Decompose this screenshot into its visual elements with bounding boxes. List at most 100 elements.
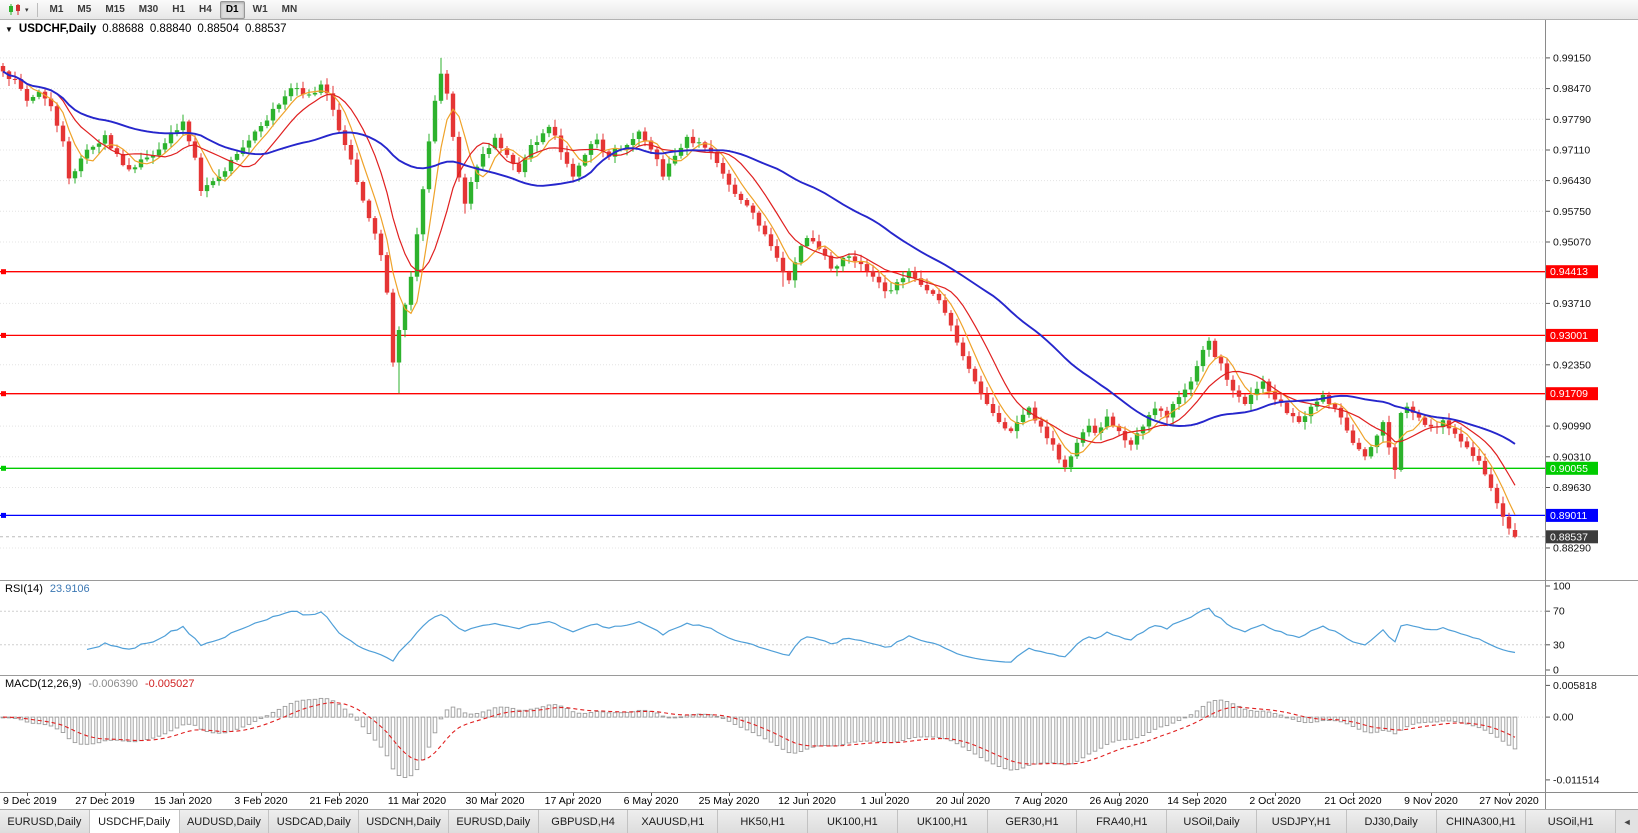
current-price-badge	[1546, 530, 1598, 544]
tab-audusd-daily[interactable]: AUDUSD,Daily	[179, 810, 270, 833]
date-tick	[729, 793, 730, 796]
date-tick	[183, 793, 184, 796]
macd-panel-canvas[interactable]: 0.005818 0.00 -0.011514	[0, 675, 1638, 792]
level-price-badge	[1546, 387, 1598, 401]
rsi-name: RSI(14)	[5, 583, 43, 595]
tab-gbpusd-h4[interactable]: GBPUSD,H4	[538, 810, 629, 833]
chart-symbol-label: USDCHF,Daily	[18, 23, 97, 35]
date-tick	[1197, 793, 1198, 796]
timeframe-button-h1[interactable]: H1	[172, 4, 186, 15]
tab-fra40-h1[interactable]: FRA40,H1	[1077, 810, 1168, 833]
level-price-badge-label: 0.94413	[1550, 266, 1588, 278]
level-price-badge-label: 0.89011	[1550, 510, 1587, 522]
price-tick-label: 0.98470	[1553, 83, 1591, 95]
macd-main-value: -0.006390	[88, 678, 138, 690]
tab-uk100-h1[interactable]: UK100,H1	[808, 810, 898, 833]
resistance-line-handle[interactable]	[1, 332, 6, 338]
toolbar: ▾ M1 M5 M15 M30 H1 H4 D1 W1 MN	[0, 0, 1638, 20]
tab-usoil-h1[interactable]: USOil,H1	[1526, 810, 1617, 833]
tab-hk50-h1[interactable]: HK50,H1	[718, 810, 809, 833]
moving-average-10	[2, 70, 1516, 486]
tab-usdjpy-h1[interactable]: USDJPY,H1	[1256, 810, 1347, 833]
tab-eurusd-daily[interactable]: EURUSD,Daily	[448, 810, 539, 833]
macd-signal-line	[2, 702, 1516, 765]
support-line-handle[interactable]	[1, 465, 6, 471]
price-tick-label: 0.88290	[1553, 543, 1591, 555]
date-label: 3 Feb 2020	[234, 795, 288, 807]
price-tick-label: 0.93710	[1553, 298, 1591, 310]
macd-tick-label: -0.011514	[1553, 774, 1600, 786]
candlestick-chart-icon	[9, 4, 20, 15]
chevron-down-icon: ▾	[25, 6, 29, 14]
support-line-handle[interactable]	[1, 512, 6, 518]
tab-usdchf-daily[interactable]: USDCHF,Daily	[89, 810, 180, 833]
timeframe-button-mn[interactable]: MN	[281, 4, 298, 15]
macd-indicator-label: MACD(12,26,9) -0.006390 -0.005027	[5, 678, 195, 690]
date-label: 7 Aug 2020	[1014, 795, 1068, 807]
chart-high-value: 0.88840	[149, 23, 192, 35]
tab-dj30-daily[interactable]: DJ30,Daily	[1346, 810, 1437, 833]
date-label: 21 Feb 2020	[309, 795, 369, 807]
timeframe-button-m15[interactable]: M15	[105, 4, 125, 15]
timeframe-button-d1[interactable]: D1	[219, 0, 245, 19]
timeframe-button-m30[interactable]: M30	[138, 4, 159, 15]
chart-type-button[interactable]: ▾	[4, 3, 32, 16]
tab-ger30-h1[interactable]: GER30,H1	[987, 810, 1078, 833]
date-tick	[885, 793, 886, 796]
macd-name: MACD(12,26,9)	[5, 678, 82, 690]
tab-usdcnh-daily[interactable]: USDCNH,Daily	[359, 810, 449, 833]
tab-scroll-left-button[interactable]: ◄	[1622, 816, 1632, 827]
date-label: 27 Nov 2020	[1479, 795, 1539, 807]
tab-eurusd-daily[interactable]: EURUSD,Daily	[0, 810, 90, 833]
date-axis[interactable]: 9 Dec 2019 27 Dec 2019 15 Jan 2020 3 Feb 20…	[0, 792, 1638, 809]
tab-uk100-h1[interactable]: UK100,H1	[897, 810, 988, 833]
tab-usoil-daily[interactable]: USOil,Daily	[1167, 810, 1257, 833]
rsi-tick-label: 0	[1553, 665, 1559, 676]
date-label: 1 Jul 2020	[860, 795, 910, 807]
timeframe-button-h4[interactable]: H4	[199, 4, 212, 15]
resistance-line-handle[interactable]	[1, 391, 6, 397]
date-label: 17 Apr 2020	[544, 795, 602, 807]
timeframe-button-w1[interactable]: W1	[252, 4, 268, 15]
chart-tab-bar: EURUSD,Daily USDCHF,Daily AUDUSD,Daily USDC…	[0, 809, 1638, 833]
level-price-badge	[1546, 461, 1598, 475]
date-tick	[495, 793, 496, 796]
rsi-panel-canvas[interactable]: 100 70 30 0	[0, 580, 1638, 675]
tab-xauusd-h1[interactable]: XAUUSD,H1	[628, 810, 719, 833]
date-tick	[339, 793, 340, 796]
date-tick	[963, 793, 964, 796]
price-tick-label: 0.96430	[1553, 175, 1591, 187]
date-tick	[573, 793, 574, 796]
date-tick	[1509, 793, 1510, 796]
chart-title: ▼ USDCHF,Daily 0.88688 0.88840 0.88504 0…	[5, 23, 287, 35]
main-chart-canvas[interactable]: 0.99150 0.98470 0.97790 0.97110 0.96430 0.957…	[0, 20, 1638, 580]
price-tick-label: 0.95070	[1553, 237, 1591, 249]
date-label: 20 Jul 2020	[935, 795, 991, 807]
date-label: 9 Dec 2019	[3, 795, 57, 807]
date-label: 6 May 2020	[623, 795, 679, 807]
level-price-badge-label: 0.90055	[1550, 463, 1588, 475]
tab-china300-h1[interactable]: CHINA300,H1	[1436, 810, 1527, 833]
chart-menu-arrow-icon[interactable]: ▼	[5, 25, 13, 34]
rsi-tick-label: 30	[1553, 639, 1565, 651]
price-axis-bg	[1546, 20, 1638, 580]
resistance-line-handle[interactable]	[1, 269, 6, 275]
price-tick-label: 0.92350	[1553, 359, 1591, 371]
date-tick	[1041, 793, 1042, 796]
level-price-badge	[1546, 265, 1598, 279]
timeframe-button-m1[interactable]: M1	[49, 4, 64, 15]
date-label: 21 Oct 2020	[1324, 795, 1382, 807]
date-tick	[105, 793, 106, 796]
macd-tick-label: 0.005818	[1553, 680, 1597, 692]
level-price-badge	[1546, 328, 1598, 342]
price-tick-label: 0.95750	[1553, 206, 1591, 218]
timeframe-button-m5[interactable]: M5	[77, 4, 92, 15]
tab-usdcad-daily[interactable]: USDCAD,Daily	[269, 810, 360, 833]
price-tick-label: 0.90310	[1553, 451, 1591, 463]
date-tick	[261, 793, 262, 796]
rsi-tick-label: 100	[1553, 581, 1571, 593]
rsi-line	[86, 607, 1516, 663]
rsi-value: 23.9106	[49, 583, 90, 595]
date-label: 2 Oct 2020	[1249, 795, 1301, 807]
